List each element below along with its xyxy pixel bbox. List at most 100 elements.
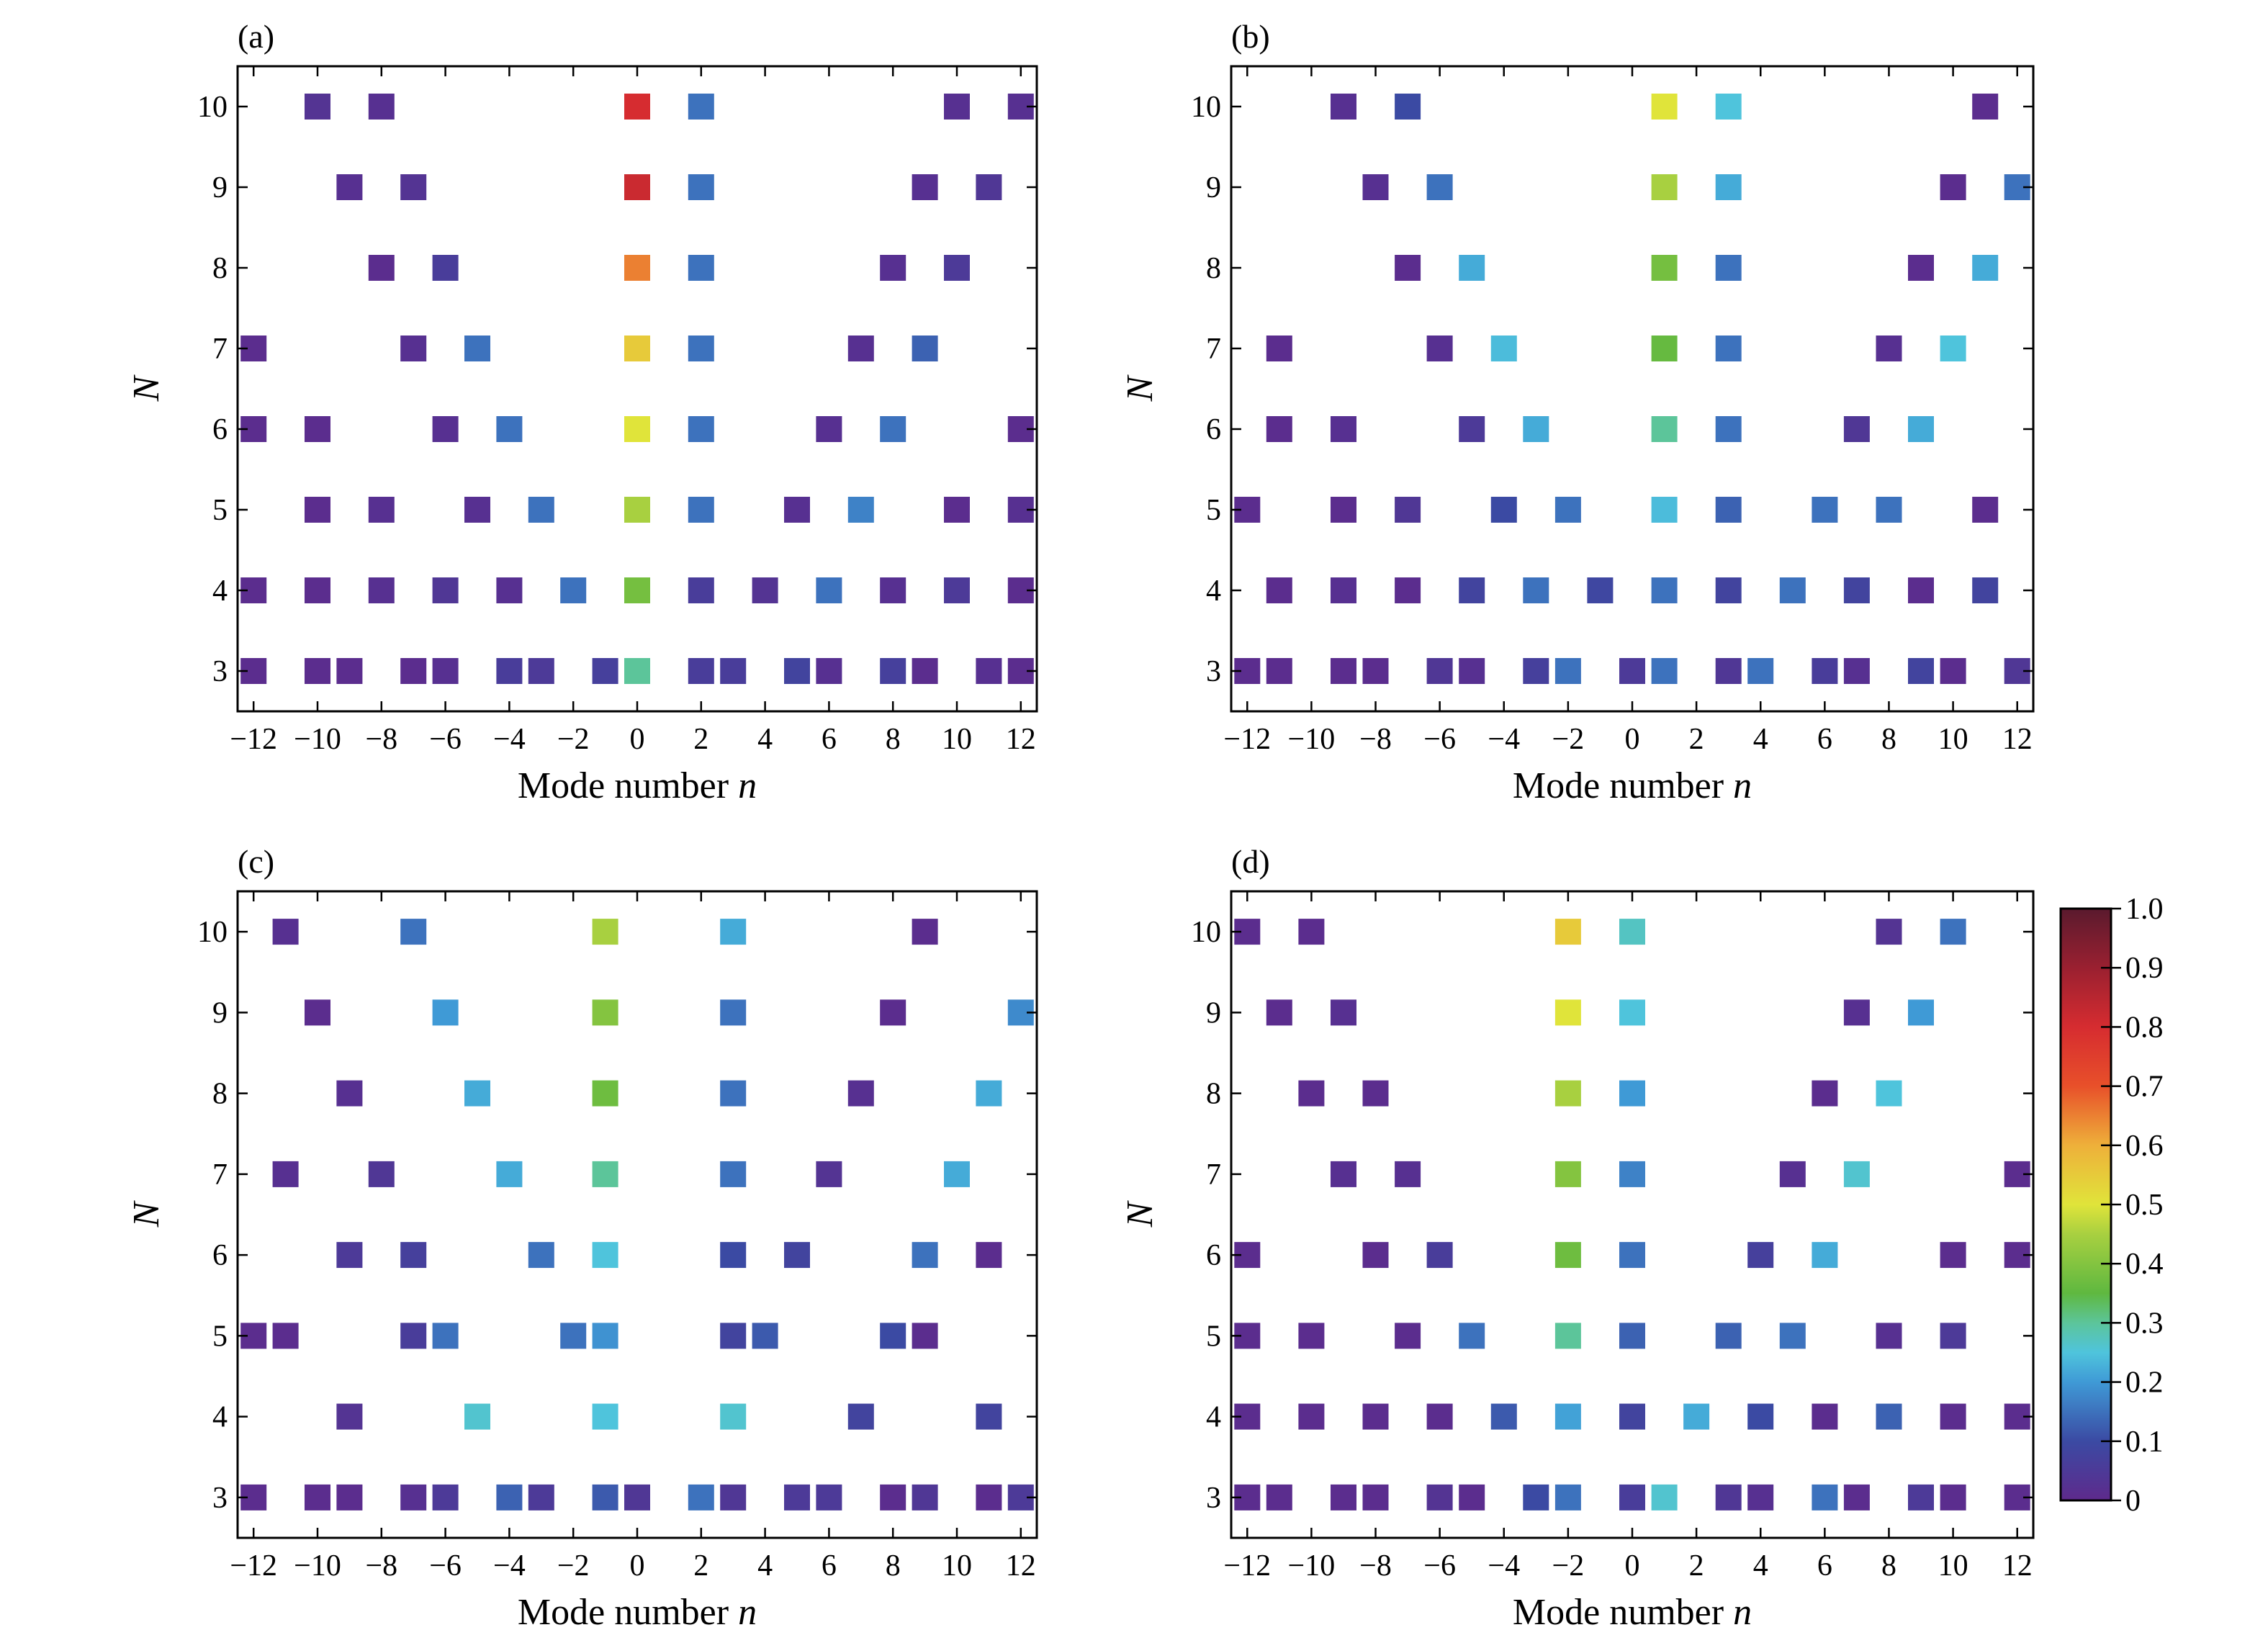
data-point <box>1395 94 1421 120</box>
colorbar-tick-label: 0.8 <box>2125 1011 2164 1044</box>
x-tick-label: 2 <box>1689 723 1704 756</box>
y-tick-label: 9 <box>212 996 228 1030</box>
data-point <box>433 1323 459 1348</box>
panel-label: (b) <box>1231 18 1270 55</box>
data-point <box>944 255 970 281</box>
data-point <box>1363 1485 1389 1510</box>
data-point <box>912 919 938 945</box>
x-axis-label-text: Mode number <box>1513 765 1733 806</box>
panel-d: −12 −10 −8 −6 −4 −2 0 2 4 6 8 10 12 3 4 5 6 7 8 9 10 Mode num… <box>1120 843 2033 1630</box>
x-tick-label: 8 <box>886 1549 901 1582</box>
data-point <box>1812 1485 1837 1510</box>
panel-label: (c) <box>238 843 274 880</box>
data-point <box>1619 1242 1645 1268</box>
data-point <box>400 919 426 945</box>
y-tick-label: 8 <box>212 1078 228 1111</box>
x-axis-label: Mode number n <box>518 1592 757 1630</box>
data-point <box>273 1161 299 1187</box>
x-axis-label: Mode number n <box>1513 1592 1752 1630</box>
data-point <box>848 1404 874 1430</box>
data-point <box>1619 999 1645 1025</box>
x-tick-label: −2 <box>557 1549 590 1582</box>
data-point <box>1395 497 1421 523</box>
data-point <box>1652 174 1678 200</box>
data-point <box>305 577 330 603</box>
data-point <box>1298 1081 1324 1107</box>
data-point <box>1266 416 1292 442</box>
x-tick-label: 6 <box>822 1549 837 1582</box>
y-axis-label: N <box>1120 374 1161 402</box>
y-tick-label: 4 <box>1206 575 1221 608</box>
data-point <box>848 497 874 523</box>
x-tick-label: −8 <box>365 1549 397 1582</box>
x-tick-label: −12 <box>230 723 277 756</box>
data-point <box>400 1485 426 1510</box>
data-point <box>1683 1404 1709 1430</box>
x-axis-label-var: n <box>1733 1592 1752 1630</box>
x-tick-label: 2 <box>693 723 708 756</box>
y-tick-label: 3 <box>1206 1482 1221 1515</box>
data-point <box>1972 497 1998 523</box>
data-point <box>528 497 554 523</box>
data-point <box>816 577 842 603</box>
x-tick-label: 8 <box>1881 723 1896 756</box>
x-tick-label: −4 <box>1488 723 1520 756</box>
data-point <box>1459 255 1485 281</box>
y-tick-label: 4 <box>212 575 228 608</box>
data-point <box>848 336 874 361</box>
data-point <box>976 1404 1002 1430</box>
data-point <box>1555 1485 1581 1510</box>
colorbar-tick-label: 0.4 <box>2125 1248 2164 1281</box>
panel-label: (d) <box>1231 843 1270 880</box>
x-axis-label-text: Mode number <box>518 1592 738 1630</box>
colorbar-tick-label: 0.1 <box>2125 1426 2164 1459</box>
data-point <box>305 658 330 684</box>
y-tick-label: 7 <box>1206 1158 1221 1192</box>
x-tick-label: 10 <box>1938 723 1968 756</box>
data-point <box>560 1323 586 1348</box>
colorbar-tick-label: 0.3 <box>2125 1307 2164 1340</box>
data-point <box>976 658 1002 684</box>
data-point <box>1459 416 1485 442</box>
x-tick-label: −2 <box>557 723 590 756</box>
data-point <box>1972 577 1998 603</box>
data-point <box>1652 416 1678 442</box>
data-point <box>1908 255 1934 281</box>
y-tick-label: 5 <box>1206 494 1221 527</box>
data-point <box>369 255 395 281</box>
y-tick-label: 10 <box>197 91 228 124</box>
x-tick-label: −6 <box>1423 1549 1456 1582</box>
data-point <box>305 416 330 442</box>
data-point <box>688 497 714 523</box>
data-point <box>433 577 459 603</box>
data-point <box>1619 1485 1645 1510</box>
data-point <box>1940 1242 1966 1268</box>
data-point <box>433 255 459 281</box>
data-point <box>1395 255 1421 281</box>
data-point <box>1844 1485 1870 1510</box>
y-tick-label: 9 <box>1206 171 1221 204</box>
x-tick-label: −4 <box>1488 1549 1520 1582</box>
data-point <box>1395 577 1421 603</box>
data-point <box>1652 658 1678 684</box>
data-point <box>688 416 714 442</box>
y-axis-label: N <box>126 374 167 402</box>
data-point <box>1940 1404 1966 1430</box>
data-point <box>1427 336 1453 361</box>
data-point <box>400 1242 426 1268</box>
data-point <box>976 1485 1002 1510</box>
y-tick-label: 9 <box>1206 996 1221 1030</box>
data-point <box>369 497 395 523</box>
data-point <box>1908 577 1934 603</box>
data-point <box>433 658 459 684</box>
panel-b: −12 −10 −8 −6 −4 −2 0 2 4 6 8 10 12 3 4 5 6 7 8 9 10 Mode num… <box>1120 18 2033 806</box>
data-point <box>880 1323 906 1348</box>
data-point <box>1652 1485 1678 1510</box>
data-point <box>1363 1242 1389 1268</box>
data-point <box>944 577 970 603</box>
x-tick-label: 0 <box>1625 723 1640 756</box>
data-point <box>1427 174 1453 200</box>
colorbar-tick-label: 0.5 <box>2125 1189 2164 1222</box>
data-point <box>1555 1323 1581 1348</box>
data-point <box>1619 1404 1645 1430</box>
